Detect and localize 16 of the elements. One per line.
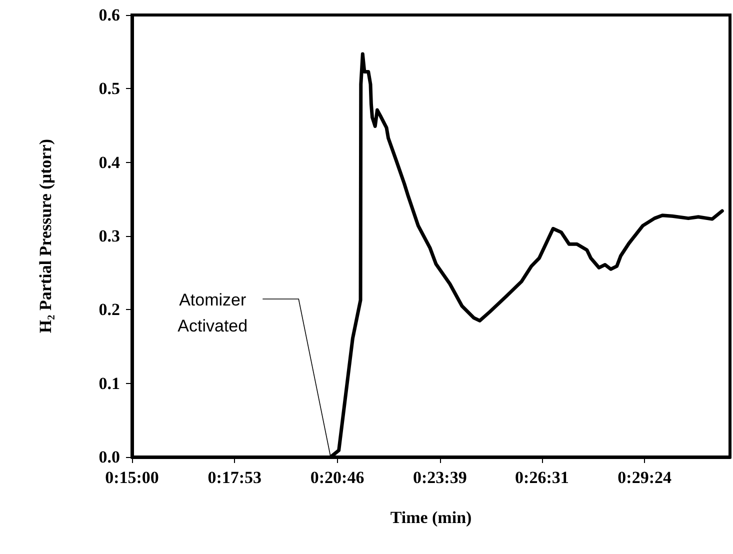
x-tick-label: 0:17:53 bbox=[208, 468, 262, 487]
y-tick-label: 0.3 bbox=[98, 226, 120, 246]
x-tick-label: 0:15:00 bbox=[105, 468, 159, 487]
x-tick-label: 0:20:46 bbox=[310, 468, 364, 487]
y-tick-label: 0.2 bbox=[98, 300, 120, 320]
x-axis-title: Time (min) bbox=[390, 508, 472, 527]
y-axis-title: H₂ Partial Pressure (µtorr) bbox=[36, 138, 55, 334]
y-tick-label: 0.0 bbox=[98, 448, 120, 466]
y-tick-label: 0.6 bbox=[98, 6, 120, 24]
annotation: Atomizer Activated bbox=[178, 290, 248, 336]
x-tick-label: 0:26:31 bbox=[515, 468, 569, 487]
y-tick-label: 0.5 bbox=[98, 79, 120, 98]
x-tick-label: 0:29:24 bbox=[618, 468, 672, 487]
x-tick-label: 0:23:39 bbox=[412, 468, 467, 487]
y-tick-label: 0.4 bbox=[98, 152, 120, 172]
y-tick-label: 0.1 bbox=[98, 374, 120, 393]
